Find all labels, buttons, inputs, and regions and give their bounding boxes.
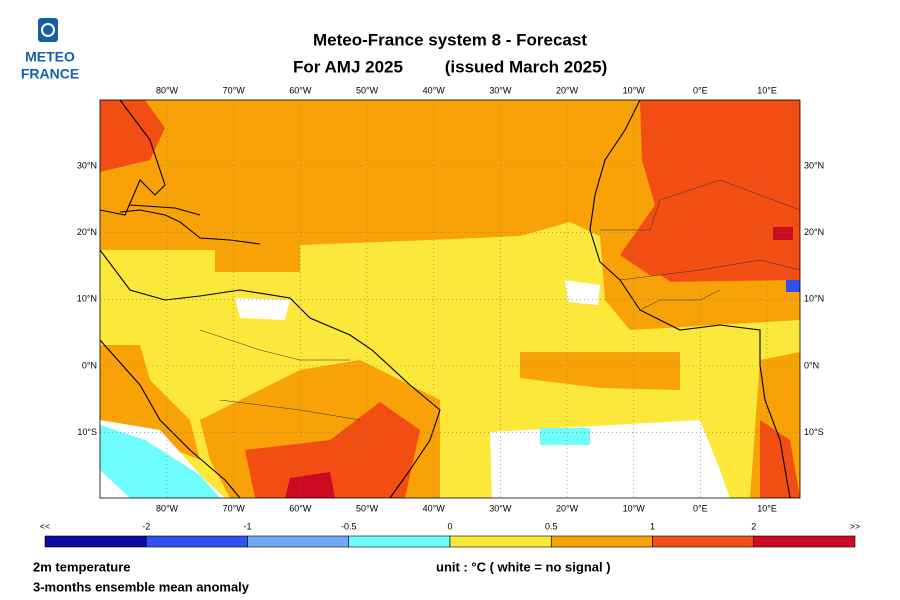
lat-label: 10°S <box>77 427 97 437</box>
anomaly-field <box>615 275 700 325</box>
unit-label: unit : °C ( white = no signal ) <box>436 559 611 574</box>
anomaly-field <box>100 425 220 498</box>
colorbar-label: -1 <box>243 521 251 531</box>
lon-label: 40°W <box>423 85 446 95</box>
anomaly-field <box>540 428 590 445</box>
description-label: 3-months ensemble mean anomaly <box>33 579 250 594</box>
lon-label: 70°W <box>223 503 246 513</box>
lat-label: 30°N <box>804 160 824 170</box>
lon-label: 20°W <box>556 85 579 95</box>
subtitle: (issued March 2025) <box>445 57 608 76</box>
border <box>199 179 800 421</box>
colorbar-swatch <box>247 535 350 548</box>
no-signal <box>565 280 600 305</box>
lon-label: 60°W <box>289 503 312 513</box>
lat-label: 10°N <box>804 294 824 304</box>
subtitle: For AMJ 2025 <box>293 57 403 76</box>
colorbar-swatch <box>44 535 147 548</box>
variable-label: 2m temperature <box>33 559 131 574</box>
lon-label: 70°W <box>223 85 246 95</box>
colorbar-label: << <box>40 521 51 531</box>
no-signal <box>235 298 290 320</box>
anomaly-field <box>786 280 800 292</box>
colorbar-label: 0 <box>447 521 452 531</box>
lon-label: 30°W <box>489 85 512 95</box>
lat-label: 20°N <box>804 227 824 237</box>
lon-label: 10°E <box>757 85 777 95</box>
no-signal <box>490 420 730 498</box>
lon-label: 0°E <box>693 85 708 95</box>
colorbar-label: 1 <box>650 521 655 531</box>
anomaly-field <box>520 352 680 390</box>
logo-icon <box>38 18 58 42</box>
colorbar-swatch <box>449 535 552 548</box>
lon-label: 80°W <box>156 85 179 95</box>
lat-label: 10°N <box>77 294 97 304</box>
anomaly-field <box>760 420 800 498</box>
lat-label: 20°N <box>77 227 97 237</box>
anomaly-field <box>245 402 420 498</box>
colorbar-swatch <box>550 535 653 548</box>
lon-label: 40°W <box>423 503 446 513</box>
coastline <box>100 100 441 498</box>
colorbar-label: -0.5 <box>341 521 357 531</box>
colorbar-swatch <box>652 535 755 548</box>
logo-text: FRANCE <box>21 66 79 82</box>
lon-label: 60°W <box>289 85 312 95</box>
logo-text: METEO <box>25 49 75 65</box>
anomaly-field <box>285 472 335 498</box>
logo-mark <box>41 23 55 37</box>
lat-label: 0°N <box>804 360 819 370</box>
colorbar-swatch <box>753 535 856 548</box>
colorbar-swatch <box>348 535 451 548</box>
lon-label: 10°E <box>757 503 777 513</box>
lon-label: 30°W <box>489 503 512 513</box>
colorbar-swatch <box>145 535 248 548</box>
colorbar-label: 0.5 <box>545 521 558 531</box>
lat-label: 0°N <box>82 360 97 370</box>
coastline <box>119 204 261 245</box>
lon-label: 80°W <box>156 503 179 513</box>
logo: METEO FRANCE <box>21 18 79 82</box>
title: Meteo-France system 8 - Forecast <box>313 30 587 49</box>
colorbar-label: 2 <box>751 521 756 531</box>
map-frame <box>99 99 801 499</box>
lon-label: 10°W <box>623 503 646 513</box>
lon-label: 0°E <box>693 503 708 513</box>
colorbar-label: >> <box>850 521 861 531</box>
colorbar-label: -2 <box>142 521 150 531</box>
lon-label: 20°W <box>556 503 579 513</box>
anomaly-field <box>620 100 800 282</box>
lon-label: 50°W <box>356 503 379 513</box>
lat-label: 10°S <box>804 427 824 437</box>
lon-label: 10°W <box>623 85 646 95</box>
lat-label: 30°N <box>77 160 97 170</box>
anomaly-field <box>100 100 165 172</box>
lon-label: 50°W <box>356 85 379 95</box>
anomaly-field <box>773 227 793 240</box>
map <box>100 100 800 498</box>
